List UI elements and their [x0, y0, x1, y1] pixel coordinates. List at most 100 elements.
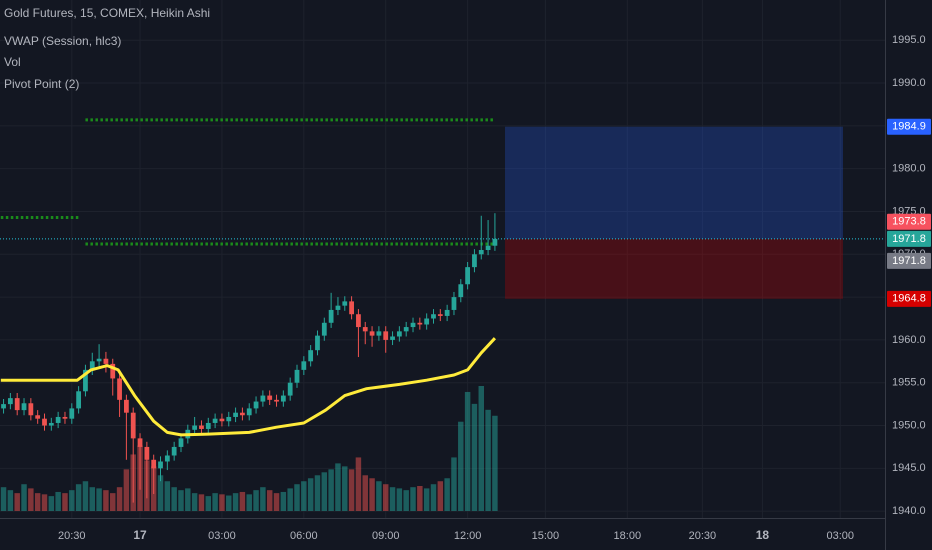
grid: [0, 0, 885, 518]
candle-body: [390, 336, 395, 340]
candle-body: [349, 301, 354, 315]
stop-zone: [505, 238, 843, 299]
candle-body: [62, 416, 68, 419]
volume-bar: [396, 488, 403, 511]
candle-body: [274, 399, 279, 402]
volume-bar: [0, 487, 7, 511]
volume-bar: [246, 494, 252, 511]
candle-body: [485, 245, 491, 251]
candle-body: [492, 238, 498, 246]
volume-bar: [444, 478, 450, 511]
volume-bar: [437, 481, 444, 511]
indicator-label: VWAP (Session, hlc3): [4, 34, 121, 48]
candle-body: [89, 361, 95, 370]
axes: 1940.01945.01950.01955.01960.01965.01970…: [58, 34, 931, 542]
volume-bar: [28, 488, 34, 511]
candle-body: [328, 309, 334, 323]
volume-bar: [110, 493, 116, 511]
candle-body: [383, 331, 389, 340]
volume-bar: [321, 472, 328, 511]
price-label: 1964.8: [892, 293, 926, 305]
candle-body: [315, 335, 320, 351]
candle-body: [14, 398, 20, 411]
volume-bar: [62, 493, 68, 511]
volume-bar: [301, 481, 307, 511]
volume-bar: [164, 481, 171, 511]
x-tick-label: 03:00: [826, 530, 854, 542]
volume-bar: [82, 481, 89, 511]
candle-body: [431, 314, 436, 319]
volume-bar: [266, 490, 273, 511]
candle-body: [267, 395, 273, 400]
candle-body: [96, 358, 102, 362]
candle-body: [76, 391, 82, 409]
volume-bar: [34, 493, 41, 511]
candle-body: [171, 446, 177, 456]
volume-bar: [89, 487, 95, 511]
vwap-line: [0, 337, 496, 437]
volume-bar: [307, 478, 314, 511]
volume-bar: [355, 457, 362, 511]
x-tick-label: 18: [756, 528, 770, 542]
x-tick-label: 15:00: [532, 530, 560, 542]
volume-bar: [294, 484, 300, 511]
candle-body: [83, 369, 88, 392]
volume-bar: [342, 466, 348, 511]
y-tick-label: 1950.0: [892, 419, 926, 431]
candle-body: [472, 254, 477, 268]
candle-body: [396, 331, 402, 337]
candle-body: [130, 412, 136, 439]
volume-bar: [171, 487, 177, 511]
x-tick-label: 20:30: [58, 530, 86, 542]
price-label-box: [887, 290, 931, 307]
volume-bar: [423, 488, 430, 511]
candle-body: [212, 418, 218, 423]
price-label-box: [887, 252, 931, 269]
volume-bar: [48, 496, 55, 511]
candle-body: [403, 327, 409, 332]
candle-body: [356, 314, 361, 328]
x-tick-label: 09:00: [372, 530, 400, 542]
y-tick-label: 1945.0: [892, 462, 926, 474]
volume-bar: [471, 403, 478, 511]
x-tick-label: 03:00: [208, 530, 236, 542]
plot-area: [0, 118, 885, 511]
indicator-label: Vol: [4, 55, 21, 69]
chart-title: Gold Futures, 15, COMEX, Heikin Ashi: [4, 6, 210, 20]
candle-body: [144, 446, 150, 460]
candle-body: [410, 322, 416, 328]
volume-bar: [205, 496, 212, 511]
candle-body: [21, 403, 27, 411]
candle-body: [280, 395, 286, 402]
volume-bar: [21, 484, 27, 511]
candle-body: [246, 408, 252, 416]
volume-bar: [157, 475, 164, 511]
volume-bar: [403, 490, 409, 511]
candle-body: [35, 415, 41, 419]
candle-body: [478, 250, 484, 255]
price-label-box: [887, 118, 931, 135]
volume-bar: [280, 491, 287, 511]
volume-bar: [69, 490, 75, 511]
candle-body: [151, 459, 157, 469]
volume-bar: [191, 493, 198, 511]
candle-body: [253, 401, 259, 409]
candle-body: [7, 398, 13, 405]
volume-bar: [417, 486, 423, 511]
candle-body: [117, 378, 122, 400]
volume-bar: [198, 494, 205, 511]
candle-body: [260, 395, 266, 402]
volume-bar: [219, 494, 225, 511]
price-label-box: [887, 230, 931, 247]
x-tick-label: 06:00: [290, 530, 318, 542]
y-tick-label: 1990.0: [892, 77, 926, 89]
volume-bar: [232, 493, 239, 511]
candle-body: [437, 314, 443, 316]
candle-body: [178, 438, 184, 447]
volume-bar: [14, 493, 20, 511]
candle-body: [417, 322, 423, 325]
price-label: 1984.9: [892, 121, 926, 133]
candle-body: [301, 361, 307, 370]
candle-body: [110, 363, 116, 379]
